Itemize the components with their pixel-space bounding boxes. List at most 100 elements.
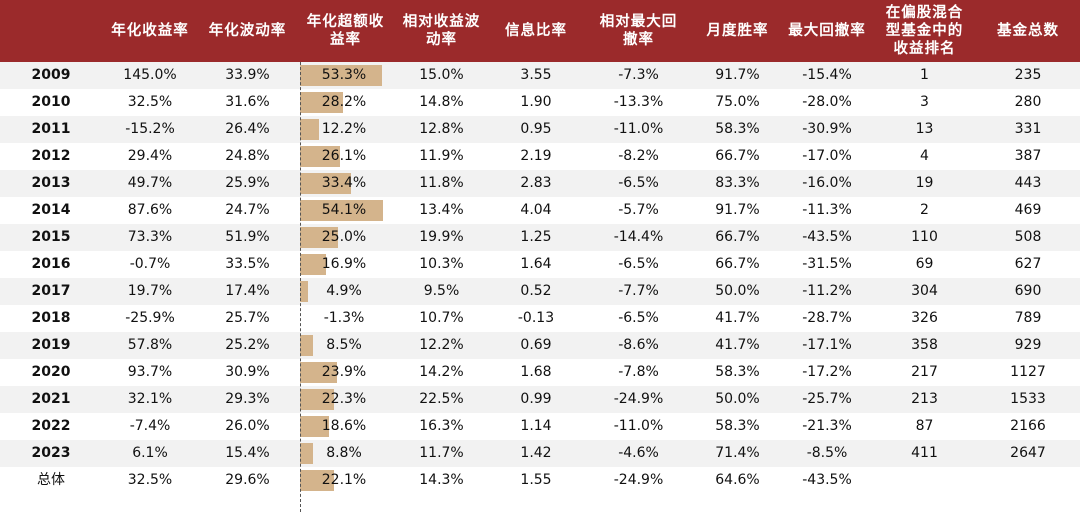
cell-ir: 1.42 [520,445,552,461]
cell-total: 280 [1014,94,1042,110]
cell-total: 235 [1014,67,1042,83]
table-row: 2021 32.1% 29.3% 22.3% 22.5% 0.99 -24.9% 50.0% -… [0,386,1080,413]
header-total: 基金总数 [976,0,1080,62]
cell-total: 1127 [1010,364,1046,380]
cell-ir: 2.83 [520,175,552,191]
cell-ann_ret: 32.5% [127,94,173,110]
header-ann_ret: 年化收益率 [102,0,198,62]
excess-return-bar [300,65,382,86]
cell-rel_dd: -4.6% [618,445,659,461]
cell-win: 75.0% [715,94,760,110]
cell-max_dd: -17.1% [802,337,852,353]
excess-return-bar [300,227,339,248]
cell-ann_ret: 87.6% [127,202,173,218]
cell-ir: 0.52 [520,283,552,299]
cell-rel_dd: -24.9% [613,391,664,407]
cell-ir: -0.13 [517,310,555,326]
cell-total: 627 [1014,256,1042,272]
cell-win: 71.4% [715,445,760,461]
header-ann_vol: 年化波动率 [198,0,297,62]
cell-total: 331 [1014,121,1042,137]
row-year-label: 2022 [31,418,71,434]
cell-win: 58.3% [715,418,760,434]
cell-max_dd: -28.0% [802,94,852,110]
header-line: 月度胜率 [706,23,769,39]
cell-win: 91.7% [715,202,760,218]
excess-return-label: 22.1% [321,472,367,488]
row-year-label: 2012 [31,148,71,164]
header-line: 最大回撤率 [788,23,866,39]
cell-rel_vol: 10.7% [419,310,464,326]
cell-ann_vol: 26.0% [225,418,270,434]
cell-rel_vol: 22.5% [419,391,464,407]
excess-return-label: 54.1% [321,202,367,218]
cell-rel_vol: 19.9% [419,229,464,245]
cell-ir: 1.68 [520,364,552,380]
excess-return-bar [300,119,319,140]
cell-max_dd: -30.9% [802,121,852,137]
cell-ann_vol: 30.9% [225,364,270,380]
cell-rank: 217 [911,364,938,380]
cell-win: 41.7% [715,337,760,353]
cell-max_dd: -8.5% [806,445,848,461]
cell-rel_dd: -24.9% [613,472,664,488]
cell-rel_vol: 14.8% [419,94,464,110]
table-row: 2010 32.5% 31.6% 28.2% 14.8% 1.90 -13.3% 75.0% -… [0,89,1080,116]
cell-max_dd: -25.7% [802,391,852,407]
cell-rel_dd: -14.4% [613,229,664,245]
cell-total: 929 [1014,337,1042,353]
cell-ann_vol: 33.5% [225,256,270,272]
cell-rank [873,467,976,494]
excess-return-bar [300,416,329,437]
cell-ann_vol: 25.2% [225,337,270,353]
table-row: 2014 87.6% 24.7% 54.1% 13.4% 4.04 -5.7% 91.7% -1… [0,197,1080,224]
row-year-label: 2020 [31,364,71,380]
cell-total: 2647 [1010,445,1046,461]
cell-rel_vol: 12.8% [419,121,464,137]
excess-return-bar [300,173,352,194]
cell-rel_dd: -6.5% [618,310,659,326]
excess-return-label: 18.6% [321,418,367,434]
excess-return-label: 26.1% [321,148,367,164]
cell-ir: 0.69 [520,337,552,353]
cell-rel_vol: 11.9% [419,148,464,164]
header-line: 撤率 [623,32,654,48]
cell-ann_vol: 15.4% [225,445,270,461]
excess-return-bar [300,443,314,464]
excess-return-bar [300,389,335,410]
cell-rel_vol: 11.8% [419,175,464,191]
header-line: 年化超额收 [306,14,385,30]
cell-ir: 0.95 [520,121,552,137]
excess-return-label: 16.9% [321,256,367,272]
row-year-label: 2023 [31,445,71,461]
excess-return-bar [300,335,314,356]
cell-rel_vol: 13.4% [419,202,464,218]
cell-rank: 304 [911,283,938,299]
header-ir: 信息比率 [489,0,583,62]
excess-return-bar [300,470,334,491]
cell-rank: 411 [911,445,938,461]
cell-ann_vol: 24.8% [225,148,270,164]
table-row: 2017 19.7% 17.4% 4.9% 9.5% 0.52 -7.7% 50.0% -11.… [0,278,1080,305]
excess-return-label: 12.2% [321,121,367,137]
cell-ir: 2.19 [520,148,552,164]
cell-total: 2166 [1010,418,1046,434]
table-row: 2013 49.7% 25.9% 33.4% 11.8% 2.83 -6.5% 83.3% -1… [0,170,1080,197]
excess-return-label: 22.3% [321,391,367,407]
cell-max_dd: -43.5% [802,472,852,488]
header-win: 月度胜率 [694,0,781,62]
cell-total: 690 [1014,283,1042,299]
cell-rel_vol: 12.2% [419,337,464,353]
cell-ann_vol: 17.4% [225,283,270,299]
cell-total: 387 [1014,148,1042,164]
cell-ann_ret: 32.1% [127,391,173,407]
excess-return-bar [300,281,308,302]
header-line: 收益排名 [893,41,956,57]
table-row: 2009 145.0% 33.9% 53.3% 15.0% 3.55 -7.3% 91.7% -… [0,62,1080,89]
cell-rel_dd: -5.7% [618,202,659,218]
cell-ann_ret: -25.9% [125,310,175,326]
cell-rank: 358 [911,337,938,353]
cell-total: 469 [1014,202,1042,218]
cell-ann_ret: 73.3% [127,229,173,245]
table-row: 2015 73.3% 51.9% 25.0% 19.9% 1.25 -14.4% 66.7% -… [0,224,1080,251]
